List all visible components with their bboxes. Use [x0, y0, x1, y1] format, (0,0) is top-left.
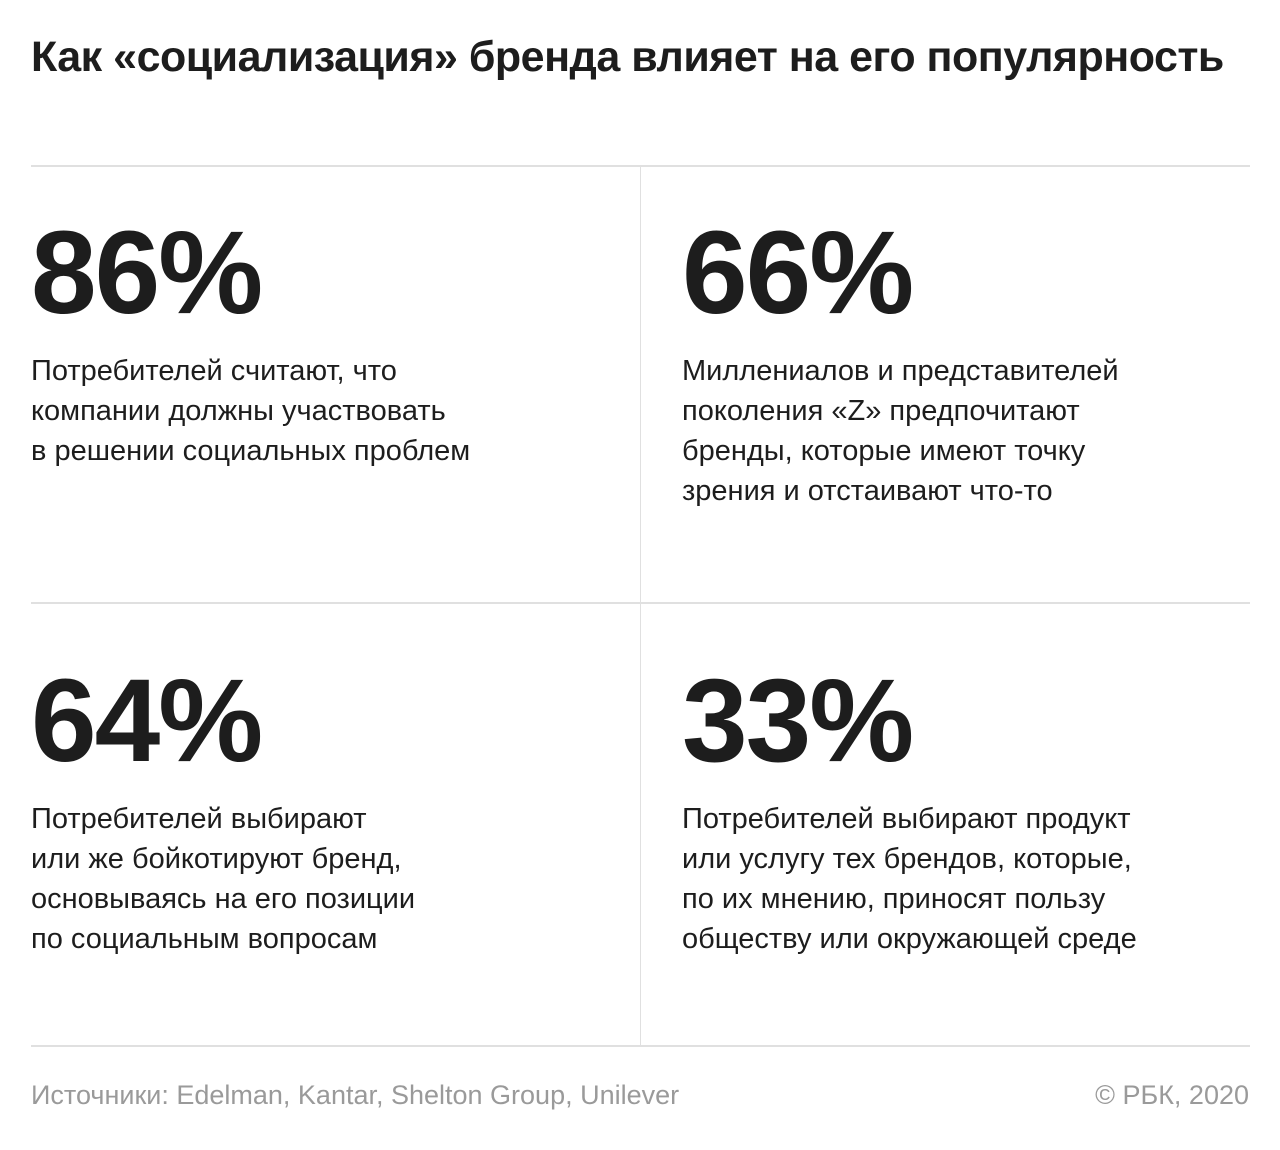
stat-card: 33% Потребителей выбирают продукт или ус… — [682, 661, 1252, 959]
desc-line: по социальным вопросам — [31, 923, 378, 955]
desc-line: или же бойкотируют бренд, — [31, 843, 402, 875]
desc-line: или услугу тех брендов, которые, — [682, 843, 1132, 875]
stat-value: 64% — [31, 655, 263, 787]
stat-value: 86% — [31, 207, 263, 339]
desc-line: основываясь на его позиции — [31, 883, 416, 915]
desc-line: Потребителей считают, что — [31, 355, 397, 387]
stat-description: Потребителей выбирают продукт или услугу… — [682, 799, 1252, 959]
desc-line: поколения «Z» предпочитают — [682, 395, 1080, 427]
stat-card: 66% Миллениалов и представителей поколен… — [682, 213, 1252, 511]
desc-line: в решении социальных проблем — [31, 435, 471, 467]
stat-card: 86% Потребителей считают, что компании д… — [31, 213, 601, 471]
desc-line: бренды, которые имеют точку — [682, 435, 1086, 467]
desc-line: зрения и отстаивают что-то — [682, 475, 1053, 507]
divider-vertical — [640, 167, 641, 1047]
desc-line: Миллениалов и представителей — [682, 355, 1119, 387]
desc-line: обществу или окружающей среде — [682, 923, 1137, 955]
divider-top — [31, 165, 1250, 167]
stat-card: 64% Потребителей выбирают или же бойкоти… — [31, 661, 601, 959]
desc-line: по их мнению, приносят пользу — [682, 883, 1106, 915]
stat-description: Миллениалов и представителей поколения «… — [682, 351, 1252, 511]
desc-line: Потребителей выбирают — [31, 803, 367, 835]
stat-value: 66% — [682, 207, 914, 339]
page-title: Как «социализация» бренда влияет на его … — [31, 33, 1224, 81]
desc-line: компании должны участвовать — [31, 395, 446, 427]
stat-value: 33% — [682, 655, 914, 787]
sources-note: Источники: Edelman, Kantar, Shelton Grou… — [31, 1080, 680, 1110]
stat-description: Потребителей выбирают или же бойкотируют… — [31, 799, 601, 959]
stat-description: Потребителей считают, что компании должн… — [31, 351, 601, 471]
desc-line: Потребителей выбирают продукт — [682, 803, 1131, 835]
copyright: © РБК, 2020 — [1095, 1080, 1249, 1110]
